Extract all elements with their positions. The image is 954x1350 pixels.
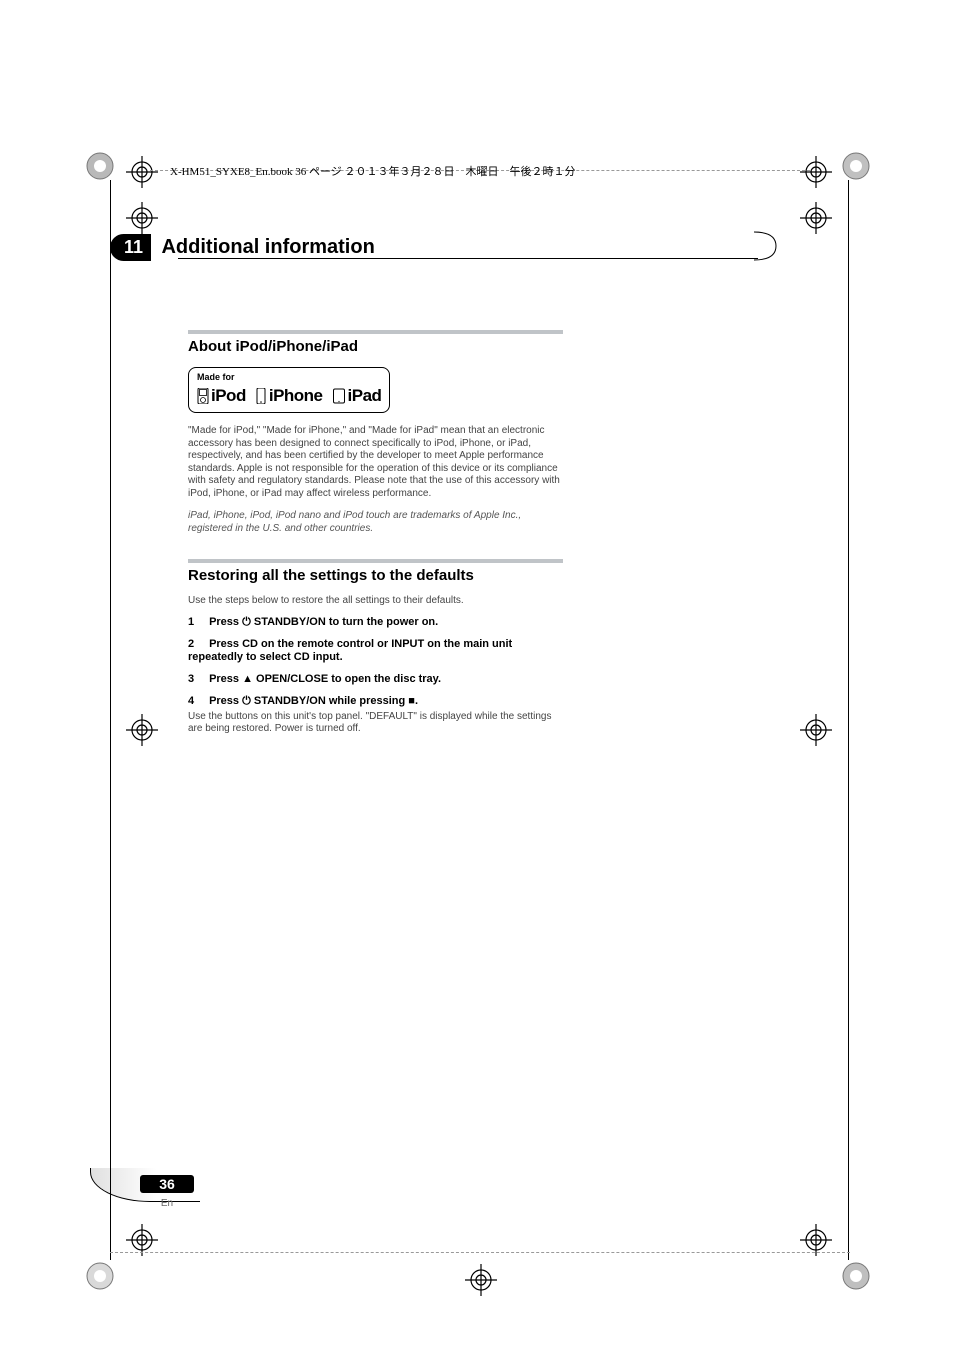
chapter-title: Additional information [161, 236, 374, 259]
chapter-rule [178, 258, 758, 259]
ipod-logo: iPod [197, 385, 246, 406]
step-1: 1 Press ⏻ STANDBY/ON to turn the power o… [188, 616, 563, 630]
standby-icon: ⏻ [242, 695, 251, 707]
ipad-logo: iPad [332, 385, 382, 406]
about-body: "Made for iPod," "Made for iPhone," and … [188, 425, 563, 500]
ipad-icon [332, 388, 346, 404]
step-3: 3 Press ▲ OPEN/CLOSE to open the disc tr… [188, 673, 563, 687]
page-number-badge: 36 En [140, 1175, 194, 1211]
page-number: 36 [140, 1175, 194, 1193]
section-rule [188, 330, 563, 334]
stop-icon: ■ [408, 695, 415, 707]
iphone-icon [255, 388, 267, 404]
section-heading-restore: Restoring all the settings to the defaul… [188, 567, 563, 585]
restore-intro: Use the steps below to restore the all s… [188, 595, 563, 608]
section-rule [188, 559, 563, 563]
made-for-badge: Made for iPod iPhone iPad [188, 367, 390, 414]
iphone-logo: iPhone [255, 385, 323, 406]
book-info: X-HM51_SYXE8_En.book 36 ページ ２０１３年３月２８日 木… [170, 163, 576, 179]
chapter-arc-icon [754, 226, 784, 266]
standby-icon: ⏻ [242, 616, 251, 628]
section-heading-about: About iPod/iPhone/iPad [188, 338, 563, 357]
made-for-label: Made for [197, 372, 381, 383]
page-lang: En [161, 1198, 173, 1209]
chapter-number: 11 [110, 234, 151, 261]
step-4: 4 Press ⏻ STANDBY/ON while pressing ■. [188, 695, 563, 709]
step-2: 2 Press CD on the remote control or INPU… [188, 638, 563, 666]
content-column: About iPod/iPhone/iPad Made for iPod iPh… [188, 330, 563, 736]
step-4-note: Use the buttons on this unit's top panel… [188, 711, 563, 736]
ipod-icon [197, 388, 209, 404]
about-trademark: iPad, iPhone, iPod, iPod nano and iPod t… [188, 510, 563, 535]
eject-icon: ▲ [242, 673, 253, 685]
